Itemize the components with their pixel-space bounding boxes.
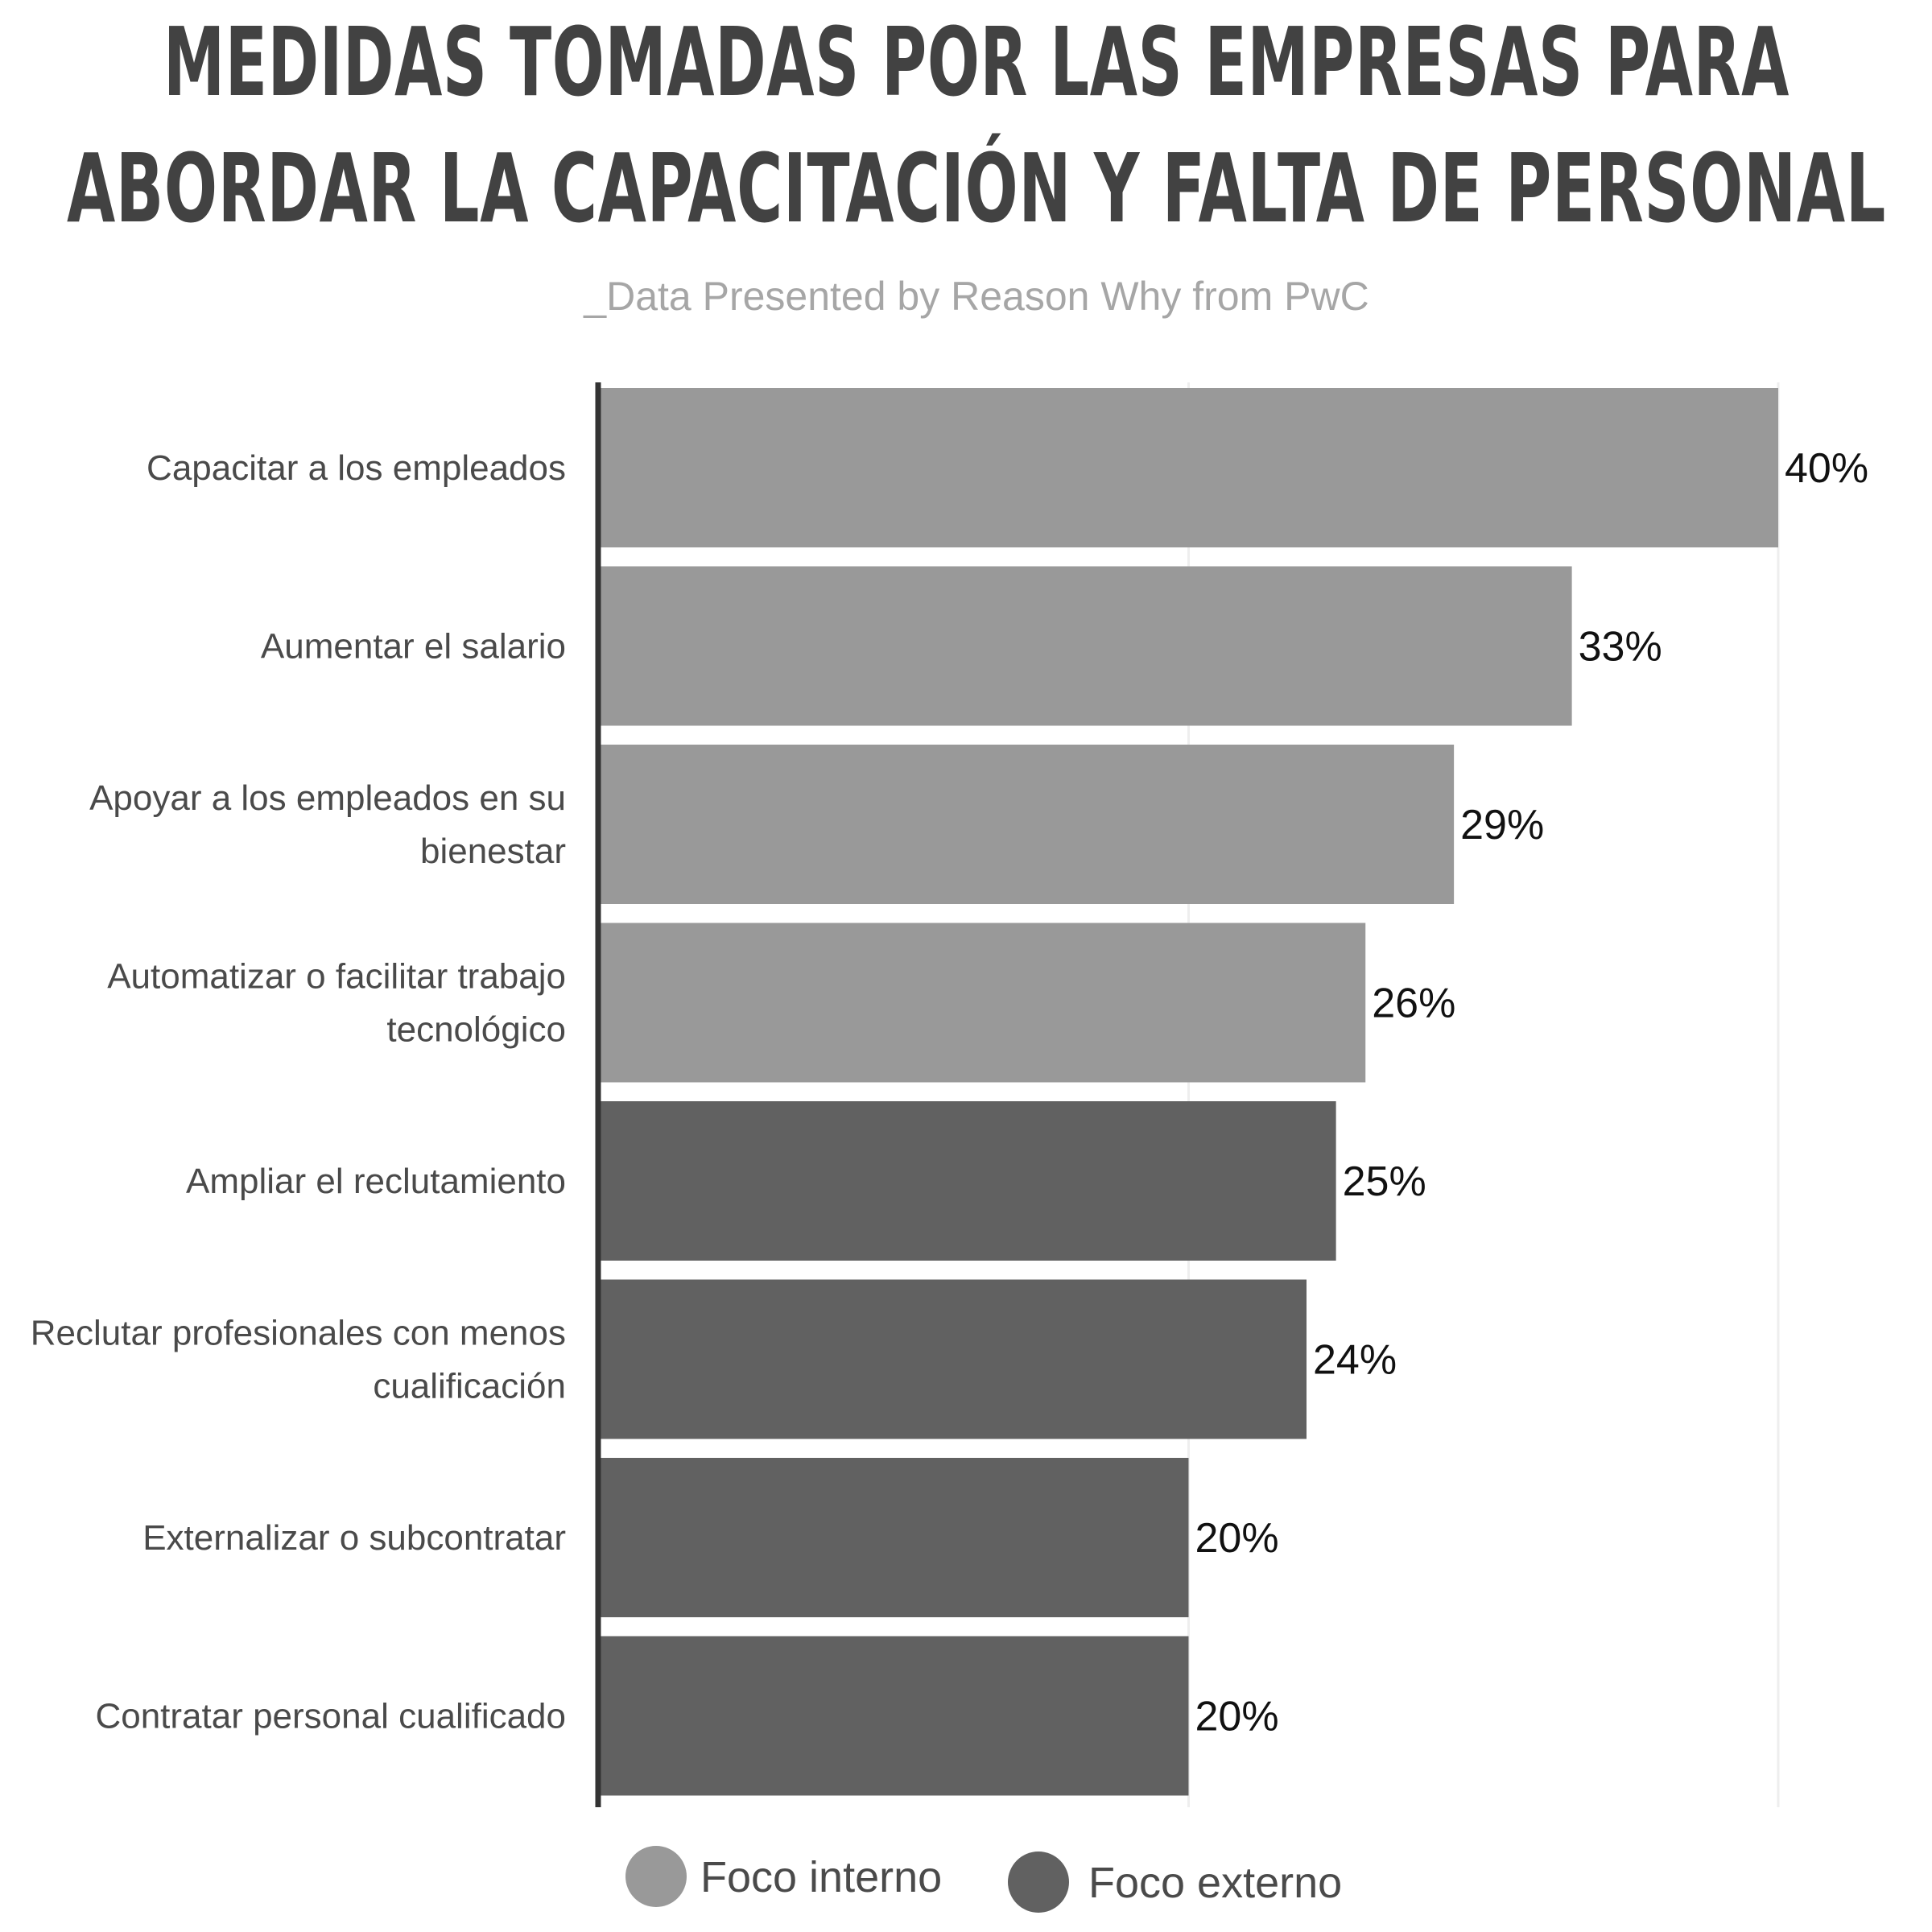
value-labels: 40% 33% 29% 26% 25% 24% 20% 20% (1195, 445, 1869, 1740)
chart-title-line-1: MEDIDAS TOMADAS POR LAS EMPRESAS PARA (163, 6, 1790, 118)
value-label-5: 24% (1313, 1337, 1397, 1384)
category-label-5-line-0: Reclutar profesionales con menos (31, 1314, 566, 1353)
bar-7 (599, 1636, 1189, 1796)
value-label-6: 20% (1195, 1515, 1279, 1562)
legend-label-externo: Foco externo (1088, 1859, 1342, 1907)
bar-0 (599, 388, 1778, 547)
bar-1 (599, 566, 1572, 726)
category-label-4-line-0: Ampliar el reclutamiento (186, 1162, 566, 1201)
category-label-3-line-0: Automatizar o facilitar trabajo (107, 957, 566, 997)
value-label-2: 29% (1460, 802, 1544, 848)
bar-3 (599, 923, 1366, 1083)
legend-label-interno: Foco interno (700, 1853, 942, 1901)
category-label-7-line-0: Contratar personal cualificado (95, 1697, 566, 1736)
chart-subtitle: _Data Presented by Reason Why from PwC (583, 274, 1368, 319)
category-label-0-line-0: Capacitar a los empleados (147, 448, 566, 488)
bars (599, 388, 1778, 1796)
category-label-5-line-1: cualificación (373, 1367, 566, 1406)
legend-swatch-interno (625, 1846, 687, 1907)
legend-swatch-externo (1008, 1852, 1069, 1913)
chart-title-line-2: ABORDAR LA CAPACITACIÓN Y FALTA DE PERSO… (67, 133, 1886, 244)
category-label-6-line-0: Externalizar o subcontratar (142, 1518, 566, 1558)
category-labels: Capacitar a los empleados Aumentar el sal… (31, 448, 566, 1736)
value-label-1: 33% (1579, 624, 1662, 671)
value-label-0: 40% (1785, 445, 1868, 492)
bar-2 (599, 745, 1455, 904)
category-label-2-line-0: Apoyar a los empleados en su (89, 778, 566, 818)
value-label-4: 25% (1343, 1158, 1426, 1205)
bar-4 (599, 1101, 1336, 1261)
bar-5 (599, 1279, 1307, 1439)
value-label-7: 20% (1195, 1694, 1279, 1740)
category-label-2-line-1: bienestar (420, 832, 566, 871)
value-label-3: 26% (1372, 980, 1455, 1027)
bar-6 (599, 1458, 1189, 1617)
category-label-3-line-1: tecnológico (386, 1010, 566, 1050)
category-label-1-line-0: Aumentar el salario (261, 627, 566, 667)
legend: Foco interno Foco externo (625, 1846, 1342, 1913)
